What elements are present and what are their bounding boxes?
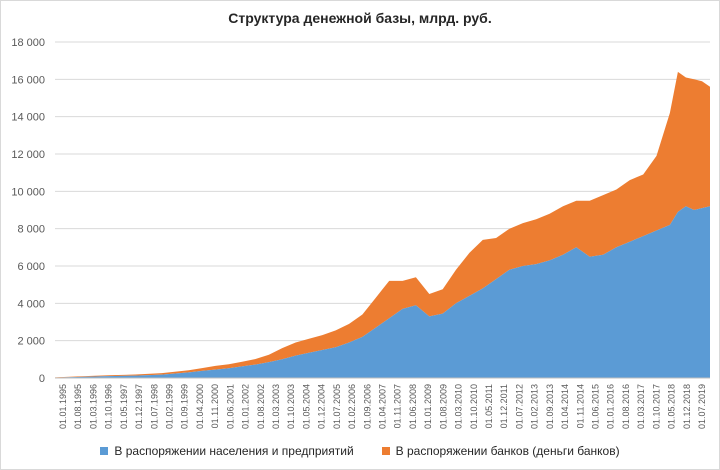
- x-tick-label: 01.04.2014: [560, 384, 570, 429]
- x-tick-label: 01.09.2006: [362, 384, 372, 429]
- x-tick-label: 01.08.2002: [256, 384, 266, 429]
- x-tick-label: 01.01.2016: [606, 384, 616, 429]
- chart-title: Структура денежной базы, млрд. руб.: [228, 10, 492, 26]
- x-tick-label: 01.01.2002: [241, 384, 251, 429]
- x-tick-label: 01.08.2009: [438, 384, 448, 429]
- x-tick-label: 01.12.1997: [134, 384, 144, 429]
- x-tick-label: 01.11.2000: [210, 384, 220, 428]
- x-tick-label: 01.03.2010: [454, 384, 464, 429]
- x-tick-label: 01.03.2017: [636, 384, 646, 429]
- x-tick-label: 01.06.2008: [408, 384, 418, 429]
- legend-label-households: В распоряжении населения и предприятий: [114, 444, 354, 458]
- y-tick-label: 4 000: [17, 298, 45, 310]
- x-tick-label: 01.01.2009: [423, 384, 433, 429]
- x-tick-label: 01.06.2001: [225, 384, 235, 429]
- x-tick-label: 01.08.2016: [621, 384, 631, 429]
- x-tick-label: 01.03.1996: [88, 384, 98, 429]
- x-tick-label: 01.07.2019: [697, 384, 707, 429]
- x-tick-label: 01.02.2013: [530, 384, 540, 429]
- x-tick-label: 01.12.2004: [317, 384, 327, 429]
- x-tick-label: 01.07.2012: [514, 384, 524, 429]
- legend-swatch-households: [100, 447, 109, 455]
- y-tick-label: 0: [39, 373, 45, 385]
- x-tick-label: 01.05.2011: [484, 384, 494, 428]
- x-tick-label: 01.08.1995: [73, 384, 83, 429]
- legend-swatch-banks: [381, 447, 390, 455]
- x-tick-label: 01.03.2003: [271, 384, 281, 429]
- x-tick-label: 01.02.2006: [347, 384, 357, 429]
- x-tick-label: 01.10.2010: [469, 384, 479, 429]
- y-tick-label: 14 000: [11, 112, 45, 124]
- area-banks: [55, 71, 710, 378]
- y-tick-label: 16 000: [11, 74, 45, 86]
- x-tick-label: 01.12.2018: [682, 384, 692, 429]
- x-tick-label: 01.09.2013: [545, 384, 555, 429]
- x-tick-label: 01.09.1999: [180, 384, 190, 429]
- x-tick-label: 01.06.2015: [591, 384, 601, 429]
- x-tick-label: 01.05.1997: [119, 384, 129, 429]
- x-tick-label: 01.10.2017: [651, 384, 661, 429]
- y-tick-label: 18 000: [11, 37, 45, 49]
- x-tick-label: 01.07.2005: [332, 384, 342, 429]
- y-tick-label: 8 000: [17, 224, 45, 236]
- x-tick-label: 01.05.2004: [301, 384, 311, 429]
- chart-legend: В распоряжении населения и предприятий В…: [0, 444, 720, 458]
- x-tick-label: 01.12.2011: [499, 384, 509, 428]
- legend-item-banks: В распоряжении банков (деньги банков): [381, 444, 620, 458]
- y-tick-label: 2 000: [17, 336, 45, 348]
- x-tick-label: 01.10.1996: [104, 384, 114, 429]
- legend-item-households: В распоряжении населения и предприятий: [100, 444, 354, 458]
- y-tick-label: 6 000: [17, 261, 45, 273]
- x-tick-label: 01.11.2007: [393, 384, 403, 428]
- x-tick-label: 01.11.2014: [575, 384, 585, 428]
- y-tick-label: 10 000: [11, 186, 45, 198]
- x-tick-label: 01.02.1999: [165, 384, 175, 429]
- x-tick-label: 01.01.1995: [58, 384, 68, 429]
- x-tick-label: 01.05.2018: [667, 384, 677, 429]
- area-households: [55, 206, 710, 378]
- x-tick-label: 01.04.2007: [378, 384, 388, 429]
- x-tick-label: 01.07.1998: [149, 384, 159, 429]
- y-tick-label: 12 000: [11, 149, 45, 161]
- legend-label-banks: В распоряжении банков (деньги банков): [395, 444, 620, 458]
- x-tick-label: 01.10.2003: [286, 384, 296, 429]
- x-tick-label: 01.04.2000: [195, 384, 205, 429]
